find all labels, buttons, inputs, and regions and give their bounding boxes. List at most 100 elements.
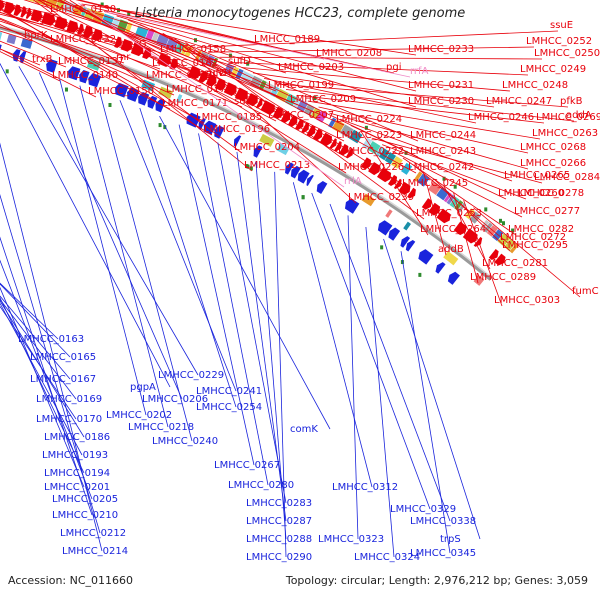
cog-band-segment: [211, 57, 219, 68]
reverse-gene-arrow: [418, 249, 434, 265]
blue-label-leader: [274, 171, 287, 558]
blue-gene-label: LMHCC_0214: [62, 546, 128, 557]
red-gene-label: trxB: [32, 54, 53, 65]
blue-gene-label: LMHCC_0323: [318, 534, 384, 545]
cog-band-segment: [401, 162, 413, 175]
blue-gene-label: LMHCC_0201: [44, 482, 110, 493]
rna-marker: [484, 207, 488, 212]
pink-label-leader: [78, 2, 345, 188]
cog-band-segment: [339, 124, 354, 138]
inner-cog-segment: [385, 209, 393, 218]
cog-band-segment: [230, 66, 240, 78]
blue-gene-label: LMHCC_0205: [52, 494, 118, 505]
red-gene-label: LMHCC_0284: [534, 172, 600, 183]
blue-gene-label: LMHCC_0202: [106, 410, 172, 421]
rna-marker: [418, 272, 422, 277]
rna-marker: [301, 195, 305, 200]
cog-band-segment: [235, 68, 244, 80]
inner-cog-segment: [176, 94, 183, 103]
rna-marker: [127, 11, 131, 16]
blue-label-leader: [311, 192, 431, 510]
blue-label-leader: [0, 259, 93, 500]
reverse-gene-arrow: [400, 236, 411, 248]
cog-band-segment: [486, 225, 498, 237]
blue-gene-label: LMHCC_0290: [246, 552, 312, 563]
blue-gene-label: LMHCC_0288: [246, 534, 312, 545]
blue-gene-label: LMHCC_0167: [30, 374, 96, 385]
blue-gene-label: LMHCC_0254: [196, 402, 262, 413]
red-gene-label: LMHCC_0250: [534, 48, 600, 59]
cog-band-segment: [491, 229, 504, 242]
cog-band-segment: [34, 0, 47, 6]
forward-gene-arrow: [301, 122, 310, 134]
red-label-leader: [37, 0, 277, 122]
blue-label-leader: [0, 296, 85, 474]
red-gene-label: sufD: [228, 56, 251, 67]
red-gene-label: LMHCC_0226: [338, 162, 404, 173]
red-label-leader: [453, 192, 479, 284]
red-label-leader: [93, 7, 395, 74]
red-label-leader: [339, 118, 513, 182]
red-gene-label: LMHCC_0224: [336, 114, 402, 125]
reverse-gene-arrow: [0, 44, 2, 52]
blue-label-leader: [139, 107, 237, 408]
blue-gene-label: LMHCC_0210: [52, 510, 118, 521]
red-label-leader: [0, 26, 59, 46]
reverse-gene-arrow: [297, 169, 310, 184]
red-label-leader: [151, 28, 417, 174]
blue-label-leader: [59, 78, 147, 416]
cog-band-segment: [465, 208, 475, 220]
red-gene-label: rnr: [116, 52, 131, 63]
inner-cog-segment: [20, 38, 33, 49]
red-gene-label: LMHCC_0171: [162, 98, 228, 109]
red-gene-label: sufB: [234, 96, 256, 107]
red-gene-label: LMHCC_0252: [526, 36, 592, 47]
blue-label-leader: [0, 283, 71, 358]
red-label-leader: [32, 0, 243, 154]
cog-band-segment: [362, 137, 373, 150]
cog-band-segment: [480, 219, 490, 231]
red-label-leader: [0, 1, 213, 80]
blue-label-leader: [119, 100, 237, 392]
blue-gene-label: comK: [290, 424, 318, 435]
cog-band-segment: [483, 222, 493, 233]
red-label-leader: [173, 37, 357, 204]
red-gene-label: LMHCC_0295: [502, 240, 568, 251]
red-label-leader: [329, 112, 529, 170]
forward-gene-arrow: [494, 253, 506, 266]
rna-marker: [442, 176, 446, 181]
rna-marker: [245, 164, 249, 169]
blue-gene-label: LMHCC_0267: [214, 460, 280, 471]
red-label-leader: [0, 40, 67, 68]
red-label-leader: [23, 0, 237, 68]
forward-gene-arrow: [421, 198, 432, 210]
rna-marker: [5, 69, 9, 74]
red-gene-label: ssuE: [550, 20, 573, 31]
red-label-leader: [307, 100, 541, 140]
blue-label-leader: [0, 302, 83, 456]
reverse-gene-arrow: [447, 271, 460, 285]
inner-cog-segment: [473, 274, 485, 286]
red-label-leader: [252, 72, 495, 108]
forward-gene-arrow: [368, 161, 381, 176]
red-gene-label: LMHCC_0157: [146, 70, 212, 81]
cog-band-segment: [26, 0, 36, 3]
forward-gene-arrow: [377, 167, 392, 183]
red-label-leader: [275, 83, 569, 108]
blue-gene-label: LMHCC_0186: [44, 432, 110, 443]
rna-marker: [364, 125, 368, 130]
red-label-leader: [463, 200, 503, 307]
reverse-gene-arrow: [290, 165, 301, 179]
forward-gene-arrow: [360, 157, 372, 170]
forward-gene-arrow: [329, 138, 337, 149]
forward-gene-arrow: [345, 147, 354, 159]
red-label-leader: [402, 157, 517, 236]
red-label-leader: [285, 89, 575, 122]
blue-gene-label: LMHCC_0280: [228, 480, 294, 491]
blue-label-leader: [38, 72, 183, 400]
forward-gene-arrow: [338, 143, 349, 156]
forward-gene-arrow: [295, 118, 304, 131]
red-gene-label: LMHCC_0207: [268, 110, 334, 121]
red-label-leader: [473, 207, 581, 298]
